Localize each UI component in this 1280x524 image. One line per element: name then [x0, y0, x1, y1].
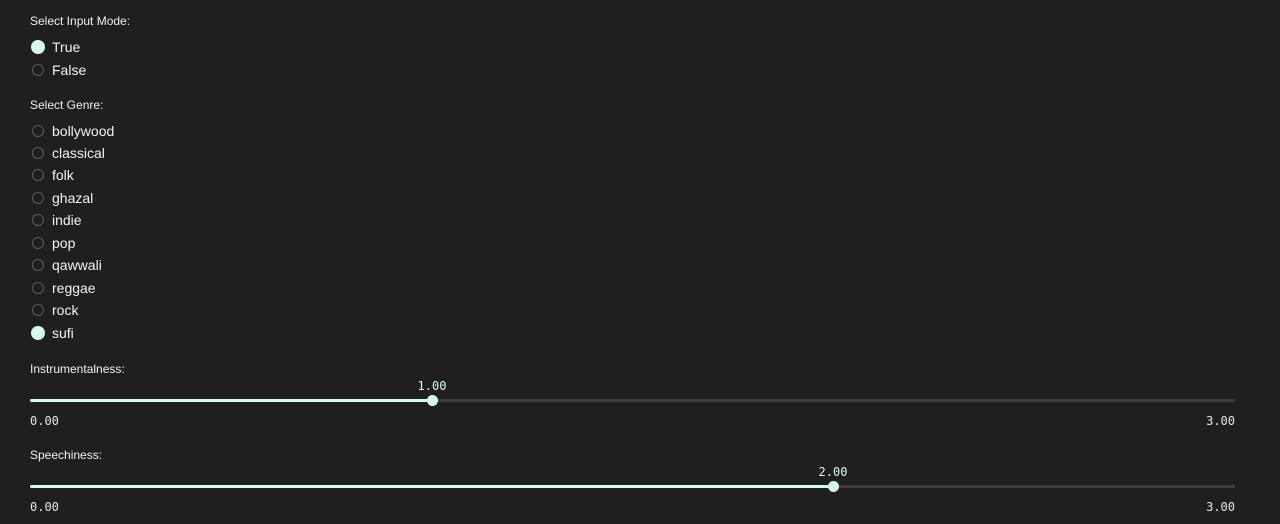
radio-input-mode-false[interactable]: False	[32, 60, 86, 80]
slider-fill	[30, 399, 432, 402]
slider-thumb[interactable]	[427, 395, 438, 406]
radio-indicator-checked[interactable]	[31, 40, 45, 54]
radio-label: reggae	[52, 280, 96, 296]
slider-min-label: 0.00	[30, 500, 59, 514]
radio-label: indie	[52, 212, 82, 228]
radio-label: True	[52, 39, 81, 55]
slider-value-label: 1.00	[417, 379, 447, 393]
radio-genre-ghazal[interactable]: ghazal	[32, 188, 93, 208]
radio-label: rock	[52, 302, 79, 318]
radio-indicator[interactable]	[32, 169, 44, 181]
radio-label: pop	[52, 235, 76, 251]
radio-genre-reggae[interactable]: reggae	[32, 278, 96, 298]
slider-thumb[interactable]	[828, 481, 839, 492]
radio-genre-pop[interactable]: pop	[32, 233, 75, 253]
slider-value-label: 2.00	[818, 465, 848, 479]
radio-label: classical	[52, 145, 105, 161]
radio-indicator-checked[interactable]	[31, 326, 45, 340]
slider-max-label: 3.00	[1206, 500, 1235, 514]
radio-indicator[interactable]	[32, 192, 44, 204]
radio-label: sufi	[52, 325, 74, 341]
radio-input-mode-true[interactable]: True	[31, 37, 81, 57]
radio-genre-qawwali[interactable]: qawwali	[32, 255, 102, 275]
radio-label: ghazal	[52, 190, 94, 206]
instrumentalness-slider[interactable]: 1.00 0.00 3.00	[30, 378, 1235, 430]
input-mode-label: Select Input Mode:	[30, 14, 131, 28]
radio-indicator[interactable]	[32, 237, 44, 249]
slider-max-label: 3.00	[1206, 414, 1235, 428]
radio-genre-indie[interactable]: indie	[32, 210, 82, 230]
slider-track[interactable]	[30, 399, 1235, 402]
radio-indicator[interactable]	[32, 64, 44, 76]
radio-label: False	[52, 62, 87, 78]
instrumentalness-label: Instrumentalness:	[30, 362, 125, 376]
genre-label: Select Genre:	[30, 98, 104, 112]
radio-indicator[interactable]	[32, 259, 44, 271]
radio-genre-sufi[interactable]: sufi	[31, 323, 74, 343]
slider-min-label: 0.00	[30, 414, 59, 428]
radio-indicator[interactable]	[32, 125, 44, 137]
radio-genre-rock[interactable]: rock	[32, 300, 78, 320]
radio-label: bollywood	[52, 123, 115, 139]
radio-indicator[interactable]	[32, 214, 44, 226]
speechiness-label: Speechiness:	[30, 448, 103, 462]
radio-label: qawwali	[52, 257, 102, 273]
speechiness-slider[interactable]: 2.00 0.00 3.00	[30, 464, 1235, 516]
radio-genre-bollywood[interactable]: bollywood	[32, 121, 114, 141]
radio-genre-folk[interactable]: folk	[32, 165, 74, 185]
radio-indicator[interactable]	[32, 147, 44, 159]
radio-genre-classical[interactable]: classical	[32, 143, 105, 163]
slider-fill	[30, 485, 833, 488]
radio-indicator[interactable]	[32, 304, 44, 316]
radio-indicator[interactable]	[32, 282, 44, 294]
slider-track[interactable]	[30, 485, 1235, 488]
radio-label: folk	[52, 167, 74, 183]
